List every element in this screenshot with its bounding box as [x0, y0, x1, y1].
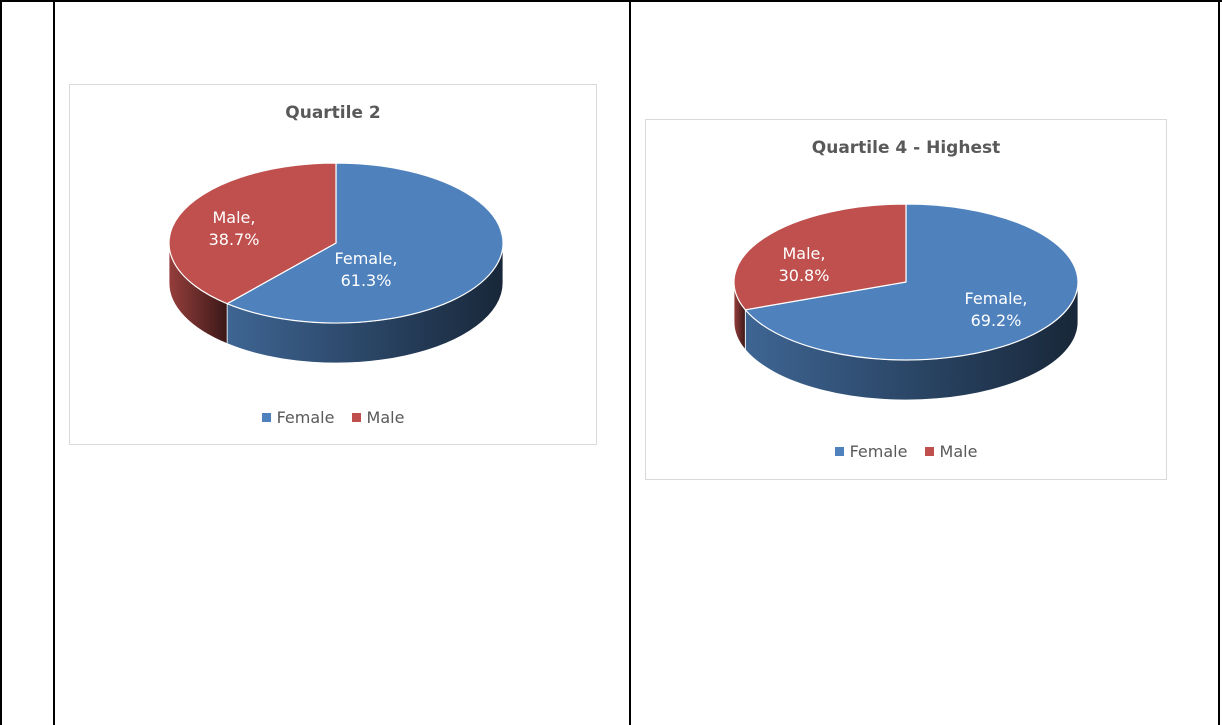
table-divider-2 [629, 0, 631, 725]
table-border-left [0, 0, 2, 725]
chart-quartile-2: Quartile 2 Female, 61.3% Male, 38.7% Female… [69, 84, 597, 445]
data-label: Male, 30.8% [779, 244, 830, 285]
legend-label: Female [849, 442, 908, 461]
legend-swatch [834, 447, 844, 456]
slice-female [226, 162, 504, 324]
legend-item-male: Male [924, 442, 978, 461]
chart-title: Quartile 4 - Highest [811, 138, 1001, 158]
legend-label: Female [276, 408, 335, 427]
slice-female [744, 203, 1079, 361]
legend-label: Male [366, 408, 405, 427]
pie-chart: Female, 69.2% Male, 30.8% [733, 203, 1079, 401]
legend-swatch [351, 413, 361, 422]
legend-swatch [924, 447, 934, 456]
slice-male [168, 162, 337, 305]
data-label: Female, 61.3% [335, 249, 398, 290]
chart-legend: Female Male [646, 442, 1166, 461]
table-border-top [0, 0, 1222, 2]
legend-swatch [261, 413, 271, 422]
data-label: Female, 69.2% [965, 289, 1028, 330]
table-border-right [1218, 0, 1220, 725]
legend-item-female: Female [834, 442, 908, 461]
chart-title: Quartile 2 [285, 103, 381, 123]
chart-legend: Female Male [70, 408, 596, 427]
slice-male [733, 203, 907, 311]
data-label: Male, 38.7% [209, 208, 260, 249]
legend-item-male: Male [351, 408, 405, 427]
pie-chart: Female, 61.3% Male, 38.7% [168, 162, 504, 364]
legend-label: Male [939, 442, 978, 461]
chart-quartile-4: Quartile 4 - Highest Female, 69.2% Male, 30… [645, 119, 1167, 480]
legend-item-female: Female [261, 408, 335, 427]
table-divider-1 [53, 0, 55, 725]
